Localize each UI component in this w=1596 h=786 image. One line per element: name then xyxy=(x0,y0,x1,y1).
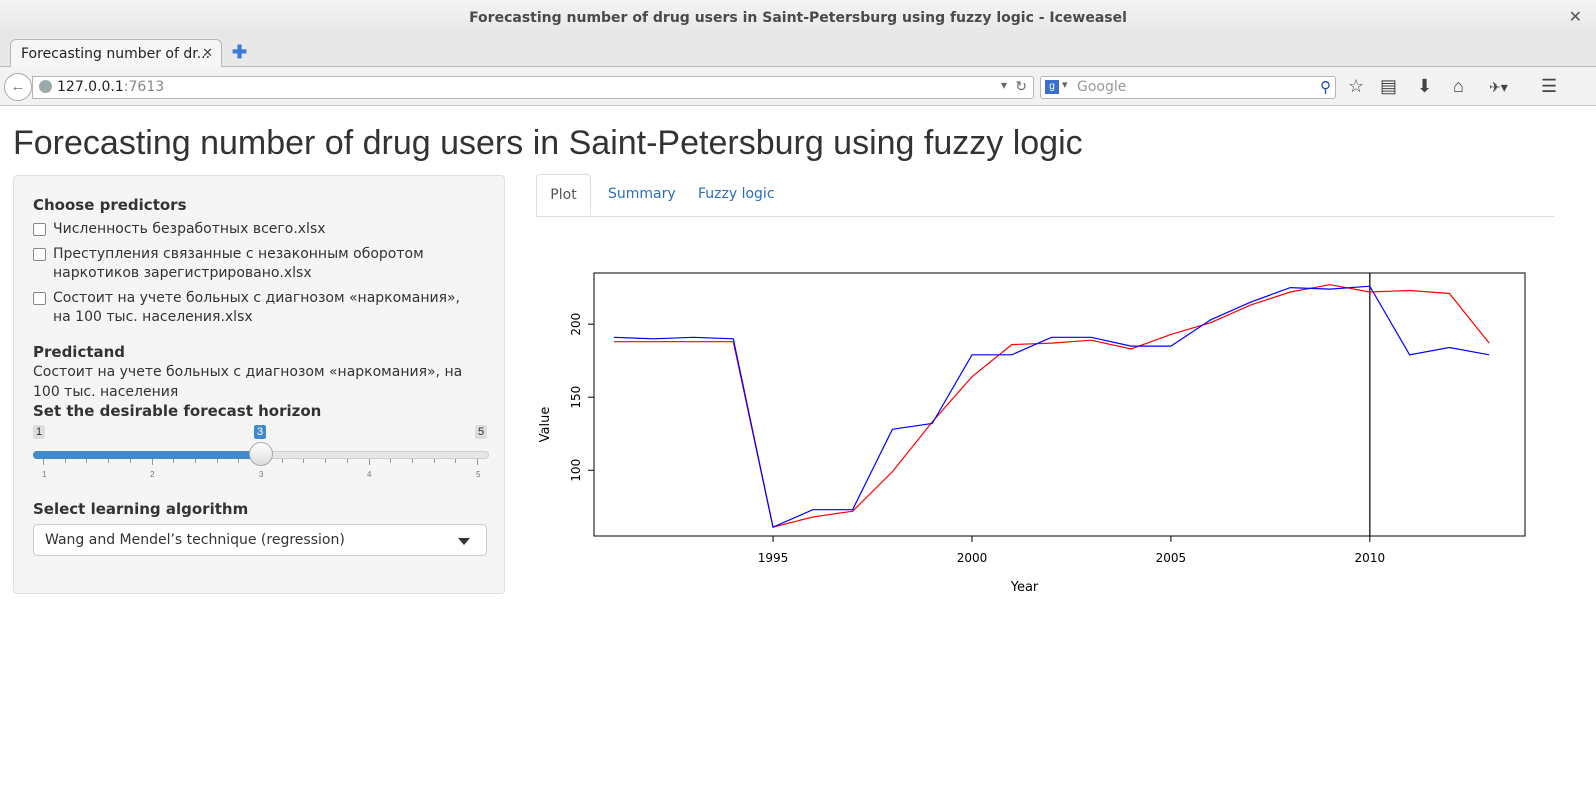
x-axis-label: Year xyxy=(1010,580,1039,595)
predictand-label: Predictand xyxy=(33,343,126,361)
predictors-label: Choose predictors xyxy=(33,196,187,214)
slider-max-label: 5 xyxy=(475,425,488,439)
slider-fill xyxy=(33,451,260,459)
close-window-icon[interactable]: ✕ xyxy=(1568,9,1582,26)
algorithm-selected-value: Wang and Mendel’s technique (regression) xyxy=(45,532,345,548)
slider-minor-tick xyxy=(390,459,392,463)
main-tabs: Plot Summary Fuzzy logic xyxy=(536,174,1554,217)
slider-minor-tick xyxy=(346,459,348,463)
slider-minor-tick xyxy=(194,459,196,463)
predictand-value: Состоит на учете больных с диагнозом «на… xyxy=(33,364,463,400)
slider-minor-tick xyxy=(108,459,110,463)
predictor-checkbox-row[interactable]: Численность безработных всего.xlsx xyxy=(33,220,478,239)
x-tick-label: 1995 xyxy=(758,551,789,565)
slider-minor-tick xyxy=(303,459,305,463)
browser-tab[interactable]: Forecasting number of dr... ✕ xyxy=(10,39,222,67)
search-bar[interactable]: g ▾ Google ⚲ xyxy=(1040,76,1336,99)
slider-minor-tick xyxy=(455,459,457,463)
url-port: :7613 xyxy=(123,79,165,95)
menu-icon[interactable]: ☰ xyxy=(1541,76,1558,96)
bookmark-star-icon[interactable]: ☆ xyxy=(1348,76,1365,96)
series-line-blue xyxy=(613,285,1490,529)
slider-value-label: 3 xyxy=(254,425,267,439)
x-tick-label: 2005 xyxy=(1156,551,1187,565)
close-tab-icon[interactable]: ✕ xyxy=(202,45,213,60)
slider-minor-tick xyxy=(173,459,175,463)
search-placeholder: Google xyxy=(1077,79,1127,95)
slider-minor-tick xyxy=(238,459,240,463)
browser-tabstrip: Forecasting number of dr... ✕ ✚ xyxy=(0,36,1596,67)
slider-minor-tick xyxy=(281,459,283,463)
slider-handle[interactable] xyxy=(249,442,273,466)
series-line-red xyxy=(613,284,1490,528)
horizon-label: Set the desirable forecast horizon xyxy=(33,402,322,420)
tab-fuzzy-logic[interactable]: Fuzzy logic xyxy=(698,186,775,202)
slider-minor-tick xyxy=(64,459,66,463)
y-tick-label: 100 xyxy=(569,459,583,482)
predictor-label: Численность безработных всего.xlsx xyxy=(53,221,326,237)
page-title: Forecasting number of drug users in Sain… xyxy=(13,124,1083,162)
engine-dropdown-icon[interactable]: ▾ xyxy=(1062,79,1068,91)
x-tick-label: 2010 xyxy=(1355,551,1386,565)
predictor-label: Состоит на учете больных с диагнозом «на… xyxy=(53,290,461,325)
window-title: Forecasting number of drug users in Sain… xyxy=(469,10,1127,26)
home-icon[interactable]: ⌂ xyxy=(1453,76,1464,96)
download-icon[interactable]: ⬇ xyxy=(1417,76,1433,96)
sidebar-panel: Choose predictors Численность безработны… xyxy=(13,175,505,594)
forecast-chart: 1995 2000 2005 2010 100 150 200 Year Value xyxy=(538,272,1526,595)
site-identity-icon[interactable] xyxy=(39,80,52,93)
browser-tab-title: Forecasting number of dr... xyxy=(21,46,211,62)
tab-plot[interactable]: Plot xyxy=(536,174,591,216)
slider-minor-tick xyxy=(129,459,131,463)
slider-major-tick xyxy=(43,459,44,465)
algorithm-select[interactable]: Wang and Mendel’s technique (regression) xyxy=(33,524,487,556)
back-button-icon[interactable]: ← xyxy=(4,73,32,101)
window-titlebar: Forecasting number of drug users in Sain… xyxy=(0,0,1596,37)
slider-major-tick xyxy=(368,459,370,465)
url-history-dropdown-icon[interactable]: ▾ xyxy=(1000,78,1007,92)
predictor-checkbox-row[interactable]: Состоит на учете больных с диагнозом «на… xyxy=(33,289,478,327)
slider-tick-label: 3 xyxy=(259,470,264,479)
predictor-checkbox[interactable] xyxy=(33,248,46,261)
new-tab-icon[interactable]: ✚ xyxy=(232,42,248,62)
addon-icon[interactable]: ✈▾ xyxy=(1489,79,1508,95)
url-host: 127.0.0.1 xyxy=(57,79,124,95)
url-bar[interactable]: 127.0.0.1:7613 ▾ ↻ xyxy=(32,76,1034,99)
tab-summary[interactable]: Summary xyxy=(608,186,676,202)
reading-list-icon[interactable]: ▤ xyxy=(1380,76,1398,96)
reload-icon[interactable]: ↻ xyxy=(1015,78,1027,94)
slider-tick-label: 5 xyxy=(476,470,481,479)
url-text: 127.0.0.1:7613 xyxy=(57,79,164,95)
y-axis-label: Value xyxy=(538,407,553,443)
predictor-label: Преступления связанные с незаконным обор… xyxy=(53,246,424,281)
y-tick-label: 200 xyxy=(569,313,583,336)
slider-tick-label: 2 xyxy=(150,470,155,479)
browser-navbar: ← 127.0.0.1:7613 ▾ ↻ g ▾ Google ⚲ xyxy=(0,67,1596,106)
search-icon[interactable]: ⚲ xyxy=(1320,79,1331,96)
slider-min-label: 1 xyxy=(33,425,46,439)
slider-major-tick xyxy=(477,459,478,465)
plot-frame xyxy=(593,272,1526,537)
google-engine-icon[interactable]: g xyxy=(1045,80,1059,94)
predictor-checkbox[interactable] xyxy=(33,292,46,305)
slider-minor-tick xyxy=(411,459,413,463)
slider-minor-tick xyxy=(216,459,218,463)
x-tick-label: 2000 xyxy=(957,551,988,565)
algorithm-label: Select learning algorithm xyxy=(33,500,249,518)
slider-major-tick xyxy=(151,459,153,465)
slider-tick-label: 1 xyxy=(42,470,47,479)
y-tick-label: 150 xyxy=(569,386,583,409)
slider-minor-tick xyxy=(325,459,327,463)
slider-minor-tick xyxy=(433,459,435,463)
slider-minor-tick xyxy=(86,459,88,463)
chevron-down-icon[interactable] xyxy=(458,538,470,545)
slider-tick-label: 4 xyxy=(367,470,372,479)
predictor-checkbox[interactable] xyxy=(33,223,46,236)
predictor-checkbox-row[interactable]: Преступления связанные с незаконным обор… xyxy=(33,245,478,283)
